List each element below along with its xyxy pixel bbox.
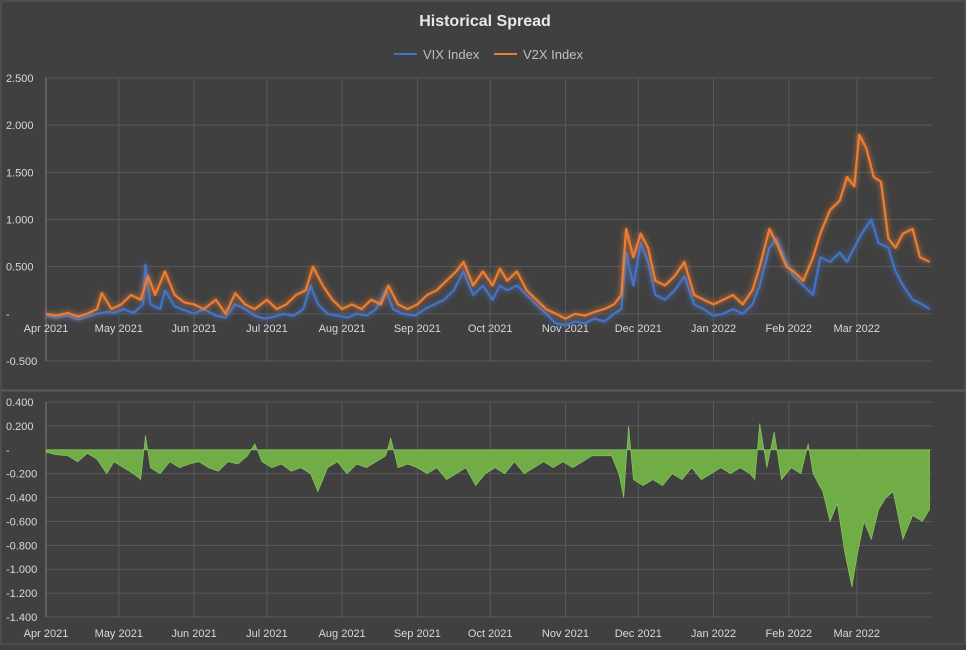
bottom-x-tick-label: Aug 2021 [319, 628, 366, 640]
legend: VIX Index V2X Index [394, 47, 583, 62]
top-x-tick-label: Jul 2021 [246, 323, 288, 335]
series-line-vix [45, 218, 931, 327]
legend-vix-label: VIX Index [423, 47, 480, 62]
top-y-tick-label: 0.500 [6, 262, 34, 274]
top-y-tick-label: 2.500 [6, 73, 34, 85]
series-line-v2x [45, 133, 931, 320]
bottom-chart-frame [0, 390, 966, 645]
top-chart-frame [0, 0, 966, 391]
top-y-tick-label: -0.500 [6, 356, 37, 368]
top-gridlines [45, 77, 932, 362]
top-x-tick-label: Mar 2022 [834, 323, 880, 335]
top-y-tick-label: 2.000 [6, 120, 34, 132]
bottom-y-tick-label: -1.000 [6, 564, 37, 576]
top-y-tick-label: 1.000 [6, 215, 34, 227]
bottom-x-tick-label: Oct 2021 [468, 628, 513, 640]
top-x-tick-label: May 2021 [95, 323, 143, 335]
bottom-y-tick-label: -0.600 [6, 516, 37, 528]
bottom-x-tick-label: Mar 2022 [834, 628, 880, 640]
top-y-tick-label: 1.500 [6, 167, 34, 179]
spread-area [45, 423, 930, 588]
top-x-tick-label: Jan 2022 [691, 323, 736, 335]
bottom-x-tick-label: May 2021 [95, 628, 143, 640]
bottom-y-tick-label: -0.200 [6, 469, 37, 481]
bottom-x-tick-label: Nov 2021 [542, 628, 589, 640]
top-series [45, 133, 931, 327]
bottom-x-tick-label: Apr 2021 [24, 628, 69, 640]
bottom-y-tick-label: -1.200 [6, 588, 37, 600]
top-x-tick-label: Oct 2021 [468, 323, 513, 335]
top-x-tick-label: Aug 2021 [319, 323, 366, 335]
top-x-tick-label: Nov 2021 [542, 323, 589, 335]
bottom-x-tick-label: Jan 2022 [691, 628, 736, 640]
chart-title: Historical Spread [419, 13, 551, 30]
bottom-y-tick-label: 0.200 [6, 421, 34, 433]
bottom-x-tick-label: Feb 2022 [766, 628, 812, 640]
legend-v2x-label: V2X Index [523, 47, 583, 62]
top-x-tick-label: Apr 2021 [24, 323, 69, 335]
bottom-series [45, 423, 930, 588]
top-x-tick-label: Feb 2022 [766, 323, 812, 335]
bottom-x-tick-label: Jul 2021 [246, 628, 288, 640]
bottom-x-tick-label: Sep 2021 [394, 628, 441, 640]
bottom-y-tick-label: - [6, 445, 10, 457]
bottom-x-tick-label: Dec 2021 [615, 628, 662, 640]
bottom-y-tick-label: -0.800 [6, 540, 37, 552]
bottom-y-tick-label: 0.400 [6, 397, 34, 409]
top-y-tick-label: - [6, 309, 10, 321]
bottom-y-tick-label: -0.400 [6, 493, 37, 505]
bottom-y-tick-label: -1.400 [6, 612, 37, 624]
top-x-tick-label: Jun 2021 [171, 323, 216, 335]
bottom-axis-ticks: -1.400-1.200-1.000-0.800-0.600-0.400-0.2… [6, 397, 880, 640]
bottom-x-tick-label: Jun 2021 [171, 628, 216, 640]
top-x-tick-label: Dec 2021 [615, 323, 662, 335]
top-x-tick-label: Sep 2021 [394, 323, 441, 335]
